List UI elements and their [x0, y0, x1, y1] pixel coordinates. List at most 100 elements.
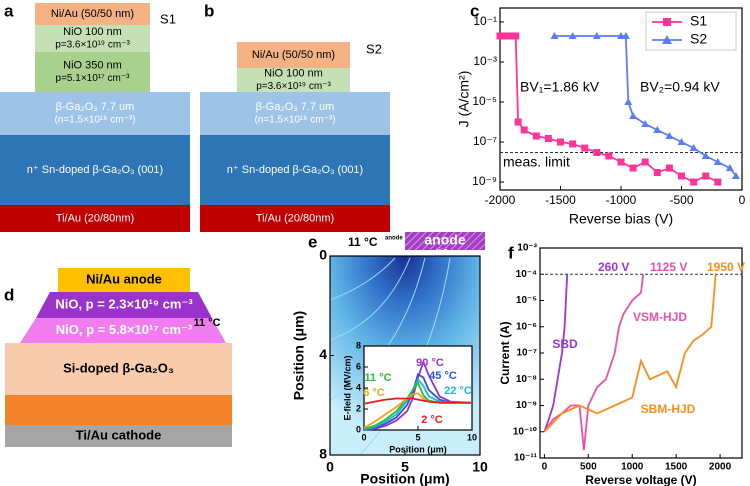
- series-line: [543, 274, 645, 451]
- y-tick-label: 6: [356, 361, 361, 371]
- layer-label: NiO 100 nm: [264, 67, 323, 79]
- marker: [532, 132, 540, 140]
- x-tick-label: -1000: [606, 193, 637, 207]
- panel-label: f: [508, 243, 514, 262]
- marker: [592, 31, 601, 39]
- y-tick-label: 0: [319, 247, 327, 263]
- marker: [544, 135, 552, 143]
- x-axis-title: Reverse voltage (V): [585, 473, 696, 486]
- marker: [550, 31, 559, 39]
- marker: [605, 152, 613, 160]
- y-tick-label: 10⁻³: [517, 243, 537, 254]
- layer-label: β-Ga₂O₃ 7.7 um: [56, 101, 135, 113]
- legend-label: S1: [690, 13, 707, 29]
- y-axis-title: Position (μm): [291, 311, 307, 400]
- marker: [690, 178, 698, 186]
- layer: [0, 92, 190, 135]
- marker: [569, 140, 577, 148]
- x-tick-label: -500: [669, 193, 693, 207]
- marker: [702, 172, 710, 180]
- marker: [496, 32, 504, 40]
- x-axis-title: Position (μm): [389, 444, 447, 454]
- series-line: [363, 377, 472, 431]
- marker: [665, 164, 673, 172]
- panel-label: e: [308, 232, 317, 251]
- marker: [665, 132, 674, 140]
- x-tick-label: 500: [580, 462, 597, 473]
- series-label: VSM-HJD: [633, 310, 687, 324]
- layer-label: n⁺ Sn-doped β-Ga₂O₃ (001): [27, 164, 163, 176]
- layer: [35, 52, 150, 92]
- series-label: 22 °C: [444, 385, 472, 397]
- y-axis-title: Current (A): [498, 321, 512, 384]
- x-tick-label: -1500: [545, 193, 576, 207]
- layer-label: (n=1.5×10¹⁶ cm⁻³): [254, 115, 335, 126]
- y-tick-label: 10⁻¹¹: [514, 453, 538, 464]
- y-tick-label: 0: [356, 424, 361, 434]
- x-tick-label: 2000: [709, 462, 732, 473]
- layer-label: NiO 350 nm: [63, 59, 122, 71]
- marker: [641, 119, 650, 127]
- x-tick-label: 0: [739, 193, 746, 207]
- marker: [641, 158, 649, 166]
- layer-label: p=3.6×10¹⁹ cm⁻³: [55, 40, 130, 51]
- panel-label: b: [204, 1, 214, 20]
- legend-marker: [663, 18, 671, 26]
- annotation: 260 V: [598, 260, 629, 274]
- layer: [237, 42, 350, 68]
- layer: [200, 205, 390, 232]
- layer: [0, 135, 190, 205]
- marker: [731, 172, 740, 180]
- layer: [237, 68, 350, 92]
- panel-label: a: [4, 1, 14, 20]
- series-line: [363, 359, 473, 431]
- y-tick-label: 10⁻⁵: [516, 295, 537, 306]
- annotation: BV₁=1.86 kV: [520, 79, 600, 95]
- legend-label: S2: [690, 31, 707, 47]
- marker: [624, 98, 633, 106]
- marker: [701, 152, 710, 160]
- sample-tag: S2: [366, 41, 382, 56]
- layer: [20, 318, 226, 343]
- marker: [714, 178, 722, 186]
- layer-label: p=3.6×10¹⁹ cm⁻³: [256, 81, 331, 92]
- marker: [621, 31, 630, 39]
- y-tick-label: 10⁻⁹: [472, 174, 497, 188]
- layer-label: β-Ga₂O₃ 7.7 um: [256, 101, 335, 113]
- marker: [581, 144, 589, 152]
- x-tick-label: 5: [401, 458, 409, 474]
- series-line: [554, 35, 737, 177]
- y-tick-label: 10⁻⁷: [473, 134, 497, 148]
- layer-label: n⁺ Sn-doped β-Ga₂O₃ (001): [227, 164, 363, 176]
- layer: [200, 135, 390, 205]
- annotation: anode: [424, 232, 465, 248]
- marker: [653, 125, 662, 133]
- layer-label: p=5.1×10¹⁷ cm⁻³: [56, 73, 131, 84]
- marker: [557, 138, 564, 146]
- y-tick-label: 2: [356, 403, 361, 413]
- marker: [502, 32, 510, 40]
- layer-label: NiO, p = 2.3×10¹⁹ cm⁻³: [55, 296, 193, 311]
- annotation: 1950 V: [707, 260, 745, 274]
- layer: [0, 205, 190, 232]
- y-tick-label: 10⁻⁷: [516, 348, 537, 359]
- x-tick-label: -2000: [485, 193, 516, 207]
- panel-label: c: [470, 1, 479, 20]
- layer-label: Ti/Au (20/80nm): [56, 212, 134, 224]
- x-tick-label: 1000: [621, 462, 644, 473]
- marker: [629, 164, 637, 172]
- layer: [35, 25, 150, 52]
- series-label: 45 °C: [429, 370, 457, 382]
- marker: [593, 148, 601, 156]
- y-axis-title: E-field (MV/cm): [342, 355, 352, 420]
- sample-tag: S1: [160, 11, 176, 26]
- x-tick-label: 0: [361, 432, 366, 442]
- layer-label: Si-doped β-Ga₂O₃: [63, 360, 174, 375]
- annotation: anode: [385, 236, 403, 242]
- sample-tag: 11 °C: [193, 317, 220, 329]
- layer: [35, 3, 150, 25]
- marker: [713, 158, 722, 166]
- annotation: 11 °C: [348, 235, 378, 249]
- y-tick-label: 10⁻⁹: [516, 400, 537, 411]
